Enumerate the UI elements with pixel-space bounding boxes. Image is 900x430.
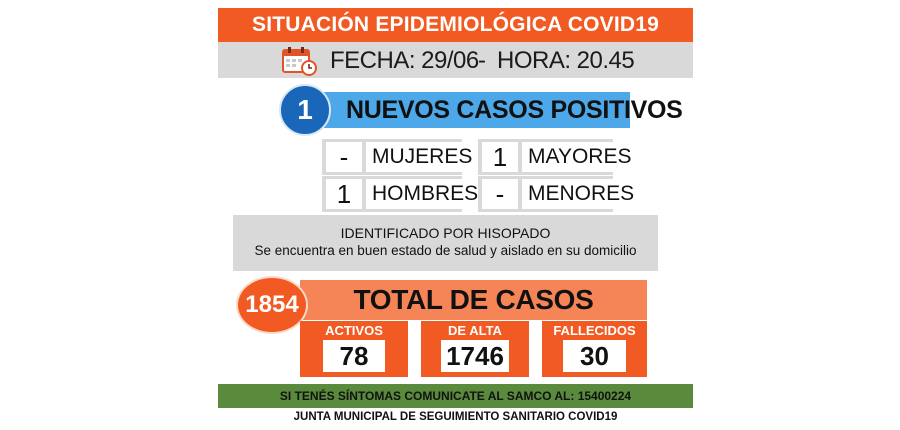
breakdown-value: 1 <box>326 179 362 209</box>
breakdown-value: - <box>326 142 362 172</box>
total-cases-label: TOTAL DE CASOS <box>353 284 594 315</box>
page-title: SITUACIÓN EPIDEMIOLÓGICA COVID19 <box>218 8 693 42</box>
new-cases-bar <box>300 92 630 128</box>
total-cases-count-badge: 1854 <box>236 276 308 334</box>
breakdown-label: MUJERES <box>366 142 472 172</box>
stat-active: ACTIVOS 78 <box>300 321 408 377</box>
info-line-2: Se encuentra en buen estado de salud y a… <box>254 243 637 258</box>
breakdown-label: MAYORES <box>522 142 631 172</box>
total-cases-bar <box>300 280 647 320</box>
calendar-clock-icon <box>282 46 318 76</box>
stat-value: 1746 <box>441 340 509 372</box>
breakdown-value: 1 <box>482 142 518 172</box>
info-box: IDENTIFICADO POR HISOPADO Se encuentra e… <box>233 215 658 271</box>
stat-value: 78 <box>323 340 385 372</box>
stat-discharged: DE ALTA 1746 <box>421 321 529 377</box>
organization-footer: JUNTA MUNICIPAL DE SEGUIMIENTO SANITARIO… <box>293 411 618 423</box>
time-text: HORA: 20.45 <box>497 47 635 74</box>
stat-title: DE ALTA <box>448 323 502 338</box>
breakdown-adults: 1 MAYORES <box>478 139 631 175</box>
stat-deceased: FALLECIDOS 30 <box>542 321 647 377</box>
breakdown-men: 1 HOMBRES <box>322 176 478 212</box>
date-separator: - <box>478 47 486 74</box>
breakdown-minors: - MENORES <box>478 176 634 212</box>
date-text: FECHA: 29/06 <box>330 47 479 74</box>
contact-banner: SI TENÉS SÍNTOMAS COMUNICATE AL SAMCO AL… <box>218 384 693 408</box>
new-cases-label: NUEVOS CASOS POSITIVOS <box>346 95 683 124</box>
stat-title: FALLECIDOS <box>553 323 636 338</box>
info-line-1: IDENTIFICADO POR HISOPADO <box>340 225 551 241</box>
breakdown-women: - MUJERES <box>322 139 472 175</box>
breakdown-label: MENORES <box>522 179 634 209</box>
stat-title: ACTIVOS <box>325 323 383 338</box>
new-cases-count-badge: 1 <box>279 84 331 136</box>
breakdown-value: - <box>482 179 518 209</box>
stat-value: 30 <box>563 340 626 372</box>
breakdown-label: HOMBRES <box>366 179 478 209</box>
